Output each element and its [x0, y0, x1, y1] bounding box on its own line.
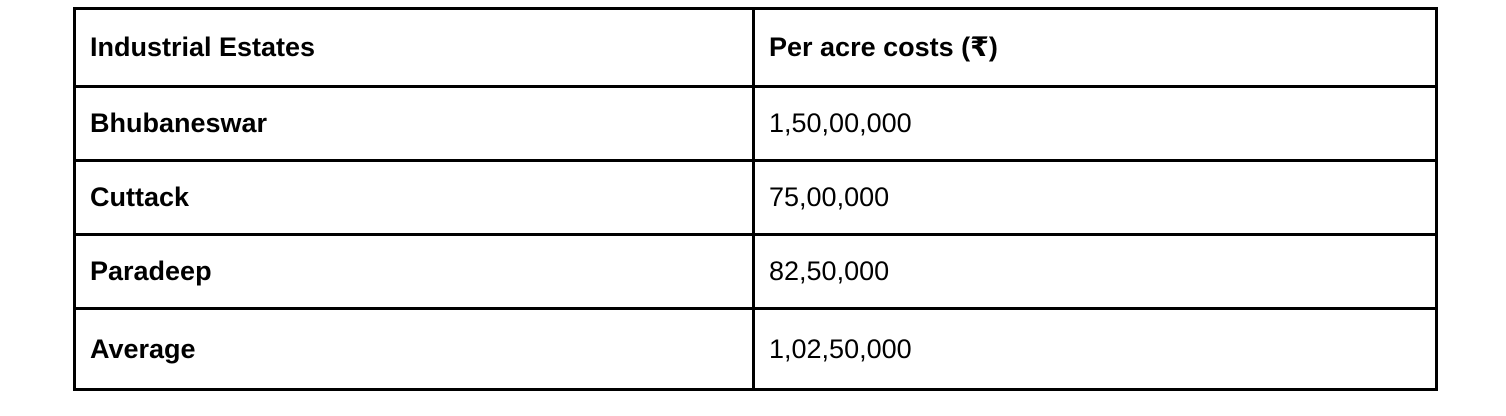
estate-cost: 1,02,50,000: [752, 307, 1438, 391]
estate-cost: 1,50,00,000: [752, 85, 1438, 162]
estate-name: Bhubaneswar: [73, 85, 755, 162]
header-industrial-estates: Industrial Estates: [73, 7, 755, 88]
table-header-row: Industrial Estates Per acre costs (₹): [73, 7, 1438, 88]
cost-table: Industrial Estates Per acre costs (₹) Bh…: [73, 7, 1438, 391]
header-per-acre-costs: Per acre costs (₹): [752, 7, 1438, 88]
estate-name: Average: [73, 307, 755, 391]
estate-cost: 82,50,000: [752, 233, 1438, 310]
table-row: Bhubaneswar 1,50,00,000: [73, 85, 1438, 162]
table-row: Cuttack 75,00,000: [73, 159, 1438, 236]
table-row-average: Average 1,02,50,000: [73, 307, 1438, 391]
estate-name: Paradeep: [73, 233, 755, 310]
estate-cost: 75,00,000: [752, 159, 1438, 236]
table-row: Paradeep 82,50,000: [73, 233, 1438, 310]
estate-name: Cuttack: [73, 159, 755, 236]
